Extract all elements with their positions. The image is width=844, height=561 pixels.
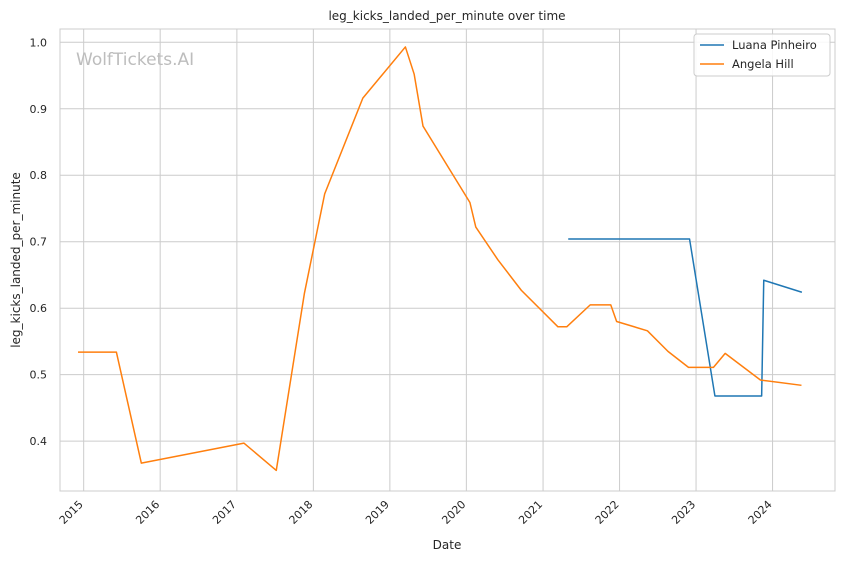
y-tick-label: 0.4 <box>30 435 48 448</box>
x-tick-label: 2021 <box>516 498 545 527</box>
y-tick-label: 0.8 <box>30 169 48 182</box>
y-tick-label: 1.0 <box>30 36 48 49</box>
legend-label-angela-hill: Angela Hill <box>732 57 794 71</box>
plot-area <box>60 29 835 491</box>
x-axis-label: Date <box>433 538 462 552</box>
x-tick-label: 2022 <box>593 498 622 527</box>
plot-frame <box>59 28 836 492</box>
y-axis-label: leg_kicks_landed_per_minute <box>9 172 23 348</box>
grid <box>60 29 835 491</box>
legend-box <box>693 33 831 77</box>
y-axis-ticks: 0.4 0.5 0.6 0.7 0.8 0.9 1.0 <box>30 36 48 448</box>
x-tick-label: 2019 <box>363 498 392 527</box>
x-tick-label: 2017 <box>210 498 239 527</box>
series-line-luana-pinheiro <box>568 238 803 397</box>
series-line-angela-hill <box>78 46 802 472</box>
watermark: WolfTickets.AI <box>76 50 194 70</box>
x-tick-label: 2015 <box>57 498 86 527</box>
x-tick-label: 2016 <box>133 498 162 527</box>
y-tick-label: 0.9 <box>30 103 48 116</box>
x-tick-label: 2023 <box>669 498 698 527</box>
y-tick-label: 0.7 <box>30 236 48 249</box>
x-axis-ticks: 2015 2016 2017 2018 2019 2020 2021 2022 2023 2024 <box>57 498 775 527</box>
legend-label-luana-pinheiro: Luana Pinheiro <box>732 38 817 52</box>
y-tick-label: 0.5 <box>30 369 48 382</box>
y-tick-label: 0.6 <box>30 302 48 315</box>
x-tick-label: 2018 <box>287 498 316 527</box>
x-tick-label: 2020 <box>439 498 468 527</box>
x-tick-label: 2024 <box>746 498 775 527</box>
chart-title: leg_kicks_landed_per_minute over time <box>328 9 565 23</box>
legend: Luana Pinheiro Angela Hill <box>693 33 831 77</box>
series-layer <box>78 46 803 472</box>
